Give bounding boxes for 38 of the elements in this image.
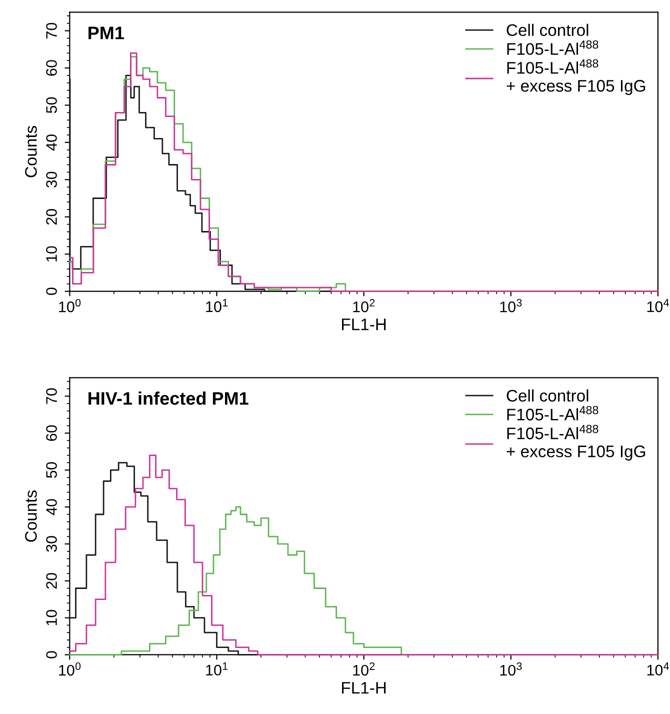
y-tick-label: 20 [46,208,57,225]
y-axis-title: Counts [25,490,37,542]
legend-label: Cell control [506,24,588,36]
y-tick-label: 70 [46,22,57,38]
x-tick-label: 10$^{4}$ [647,662,669,676]
y-tick-label: 10 [46,246,57,262]
y-tick-label: 20 [46,572,57,589]
x-tick-label: 10$^{4}$ [647,298,669,312]
x-tick-label: 10$^{2}$ [353,298,375,312]
y-tick-label: 60 [46,60,57,76]
legend-label: F105-L-Al$^{488}$ [507,40,598,55]
x-tick-label: 10$^{1}$ [206,662,228,676]
y-tick-label: 70 [46,388,57,404]
x-axis-title: FL1-H [342,318,386,330]
x-tick-label: 10$^{2}$ [353,662,375,676]
y-tick-label: 30 [46,172,57,188]
y-tick-label: 50 [46,97,57,114]
x-tick-label: 10$^{3}$ [500,662,522,676]
y-tick-label: 0 [46,651,57,658]
legend-label: F105-L-Al$^{488}$ + excess F105 IgG [506,424,646,461]
y-tick-label: 60 [46,425,57,441]
y-tick-label: 50 [46,462,57,478]
y-axis-title: Counts [25,126,37,178]
x-tick-label: 10$^{0}$ [59,662,81,676]
x-axis-title: FL1-H [342,682,386,694]
legend-label: F105-L-Al$^{488}$ + excess F105 IgG [506,59,646,96]
x-tick-label: 10$^{0}$ [59,298,81,312]
x-tick-label: 10$^{1}$ [206,298,228,312]
text: HIV-1 infected PM1 [88,392,248,405]
y-tick-label: 30 [46,536,57,552]
text: PM1 [88,26,124,40]
y-tick-label: 40 [46,134,57,151]
y-tick-label: 0 [46,288,57,295]
legend-label: Cell control [506,389,588,402]
y-tick-label: 10 [46,610,57,626]
x-tick-label: 10$^{3}$ [500,298,522,312]
y-tick-label: 40 [46,499,57,516]
legend-label: F105-L-Al$^{488}$ [507,406,598,420]
